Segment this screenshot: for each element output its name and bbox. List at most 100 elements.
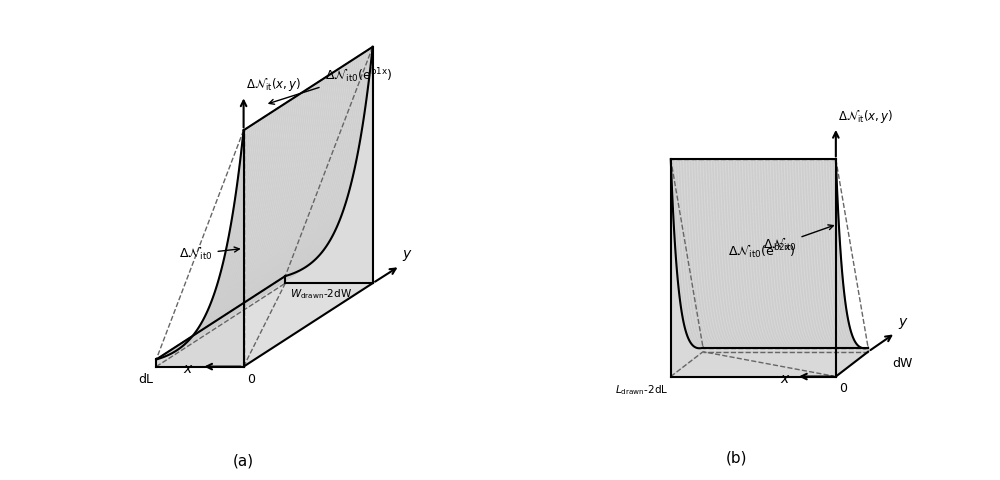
Polygon shape xyxy=(196,103,285,334)
Polygon shape xyxy=(671,159,836,376)
Polygon shape xyxy=(209,95,298,325)
Polygon shape xyxy=(819,159,854,348)
Polygon shape xyxy=(777,159,812,348)
Text: $y$: $y$ xyxy=(402,248,413,264)
Polygon shape xyxy=(279,50,368,280)
Polygon shape xyxy=(274,52,364,283)
Polygon shape xyxy=(174,118,263,348)
Polygon shape xyxy=(252,67,342,297)
Polygon shape xyxy=(263,60,353,290)
Polygon shape xyxy=(763,159,798,348)
Polygon shape xyxy=(671,159,706,348)
Polygon shape xyxy=(244,72,333,303)
Polygon shape xyxy=(165,123,255,354)
Polygon shape xyxy=(202,99,292,330)
Polygon shape xyxy=(226,84,316,314)
Text: $\Delta \mathcal{N}_{\mathrm{it0}}(\mathrm{e}^{\mathrm{b1x}})$: $\Delta \mathcal{N}_{\mathrm{it0}}(\math… xyxy=(269,66,392,104)
Polygon shape xyxy=(749,159,784,348)
Polygon shape xyxy=(794,159,829,348)
Polygon shape xyxy=(690,159,725,348)
Polygon shape xyxy=(215,91,305,321)
Polygon shape xyxy=(797,159,832,348)
Polygon shape xyxy=(156,130,244,367)
Text: dL: dL xyxy=(139,372,154,385)
Polygon shape xyxy=(730,159,765,348)
Polygon shape xyxy=(707,159,742,348)
Polygon shape xyxy=(825,159,860,348)
Polygon shape xyxy=(250,68,340,299)
Polygon shape xyxy=(811,159,846,348)
Polygon shape xyxy=(156,276,285,367)
Polygon shape xyxy=(752,159,787,348)
Polygon shape xyxy=(788,159,823,348)
Polygon shape xyxy=(703,348,868,352)
Polygon shape xyxy=(204,98,294,328)
Polygon shape xyxy=(211,94,300,324)
Polygon shape xyxy=(727,159,762,348)
Polygon shape xyxy=(193,105,283,336)
Text: 0: 0 xyxy=(248,372,256,385)
Polygon shape xyxy=(671,159,703,376)
Polygon shape xyxy=(799,159,835,348)
Polygon shape xyxy=(710,159,745,348)
Polygon shape xyxy=(266,58,355,289)
Polygon shape xyxy=(688,159,723,348)
Polygon shape xyxy=(200,101,290,331)
Polygon shape xyxy=(167,122,257,352)
Polygon shape xyxy=(156,283,373,367)
Polygon shape xyxy=(156,129,246,360)
Polygon shape xyxy=(676,159,711,348)
Polygon shape xyxy=(257,64,346,294)
Polygon shape xyxy=(224,85,314,316)
Polygon shape xyxy=(721,159,756,348)
Polygon shape xyxy=(259,62,349,293)
Polygon shape xyxy=(187,109,276,340)
Polygon shape xyxy=(217,89,307,320)
Polygon shape xyxy=(699,159,734,348)
Polygon shape xyxy=(704,159,739,348)
Polygon shape xyxy=(248,70,338,300)
Polygon shape xyxy=(272,54,362,285)
Polygon shape xyxy=(827,159,863,348)
Polygon shape xyxy=(178,115,268,345)
Polygon shape xyxy=(744,159,779,348)
Polygon shape xyxy=(222,86,311,317)
Polygon shape xyxy=(679,159,714,348)
Polygon shape xyxy=(822,159,857,348)
Polygon shape xyxy=(693,159,728,348)
Polygon shape xyxy=(836,159,868,376)
Polygon shape xyxy=(172,119,261,349)
Polygon shape xyxy=(277,51,366,282)
Polygon shape xyxy=(176,116,265,347)
Polygon shape xyxy=(237,76,327,307)
Polygon shape xyxy=(774,159,809,348)
Polygon shape xyxy=(813,159,849,348)
Polygon shape xyxy=(213,92,303,323)
Polygon shape xyxy=(158,128,248,358)
Polygon shape xyxy=(816,159,851,348)
Polygon shape xyxy=(180,113,270,344)
Text: $x$: $x$ xyxy=(780,372,791,386)
Text: $\Delta \mathcal{N}_{\mathrm{it}}(x,y)$: $\Delta \mathcal{N}_{\mathrm{it}}(x,y)$ xyxy=(246,76,301,93)
Polygon shape xyxy=(685,159,720,348)
Polygon shape xyxy=(760,159,795,348)
Text: $\Delta \mathcal{N}_{\mathrm{it}}(x,y)$: $\Delta \mathcal{N}_{\mathrm{it}}(x,y)$ xyxy=(838,108,894,125)
Polygon shape xyxy=(682,159,717,348)
Polygon shape xyxy=(716,159,751,348)
Polygon shape xyxy=(735,159,770,348)
Polygon shape xyxy=(783,159,818,348)
Polygon shape xyxy=(741,159,776,348)
Polygon shape xyxy=(207,96,296,327)
Polygon shape xyxy=(239,75,329,306)
Polygon shape xyxy=(189,108,279,338)
Polygon shape xyxy=(755,159,790,348)
Polygon shape xyxy=(769,159,804,348)
Polygon shape xyxy=(283,47,373,277)
Polygon shape xyxy=(270,55,360,286)
Polygon shape xyxy=(255,65,344,296)
Polygon shape xyxy=(713,159,748,348)
Polygon shape xyxy=(780,159,815,348)
Polygon shape xyxy=(724,159,759,348)
Polygon shape xyxy=(732,159,767,348)
Polygon shape xyxy=(746,159,781,348)
